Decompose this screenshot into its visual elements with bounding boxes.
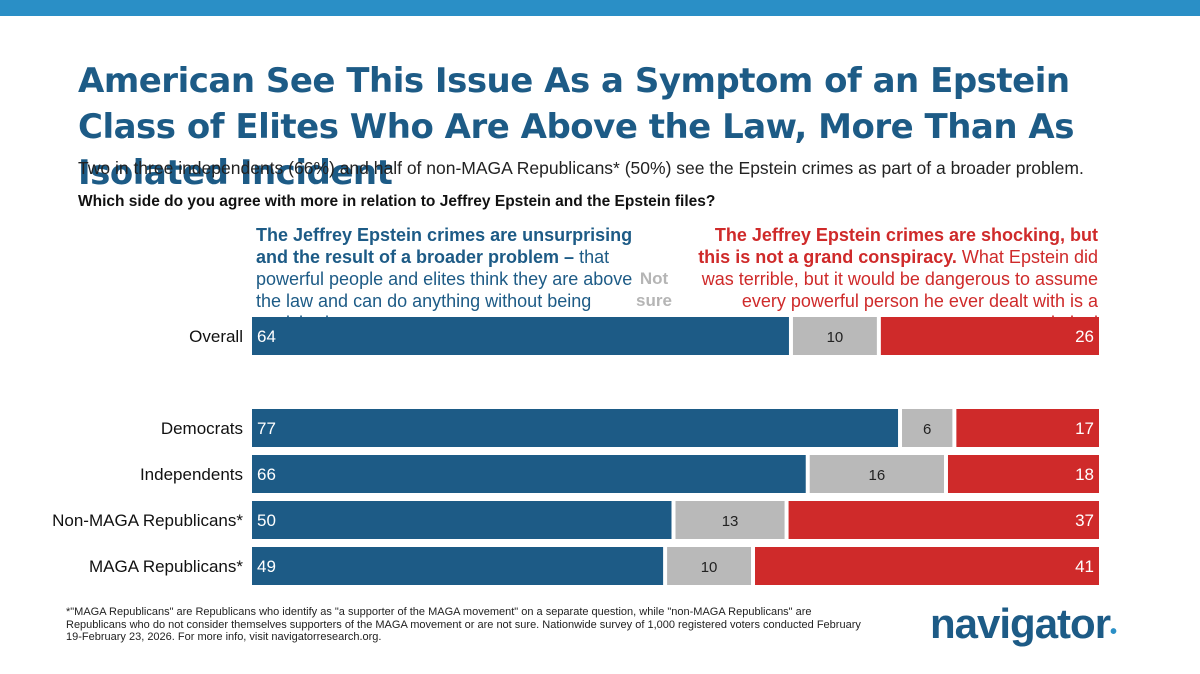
value-label-maga-republicans-series-1: 10 [701,559,718,576]
bar-democrats-series-1 [902,409,953,447]
value-label-independents-series-1: 16 [869,467,886,484]
bar-independents-series-2 [947,455,1099,493]
logo-text: navigator [930,600,1111,647]
bar-democrats-series-2 [956,409,1099,447]
top-accent-bar [0,0,1200,16]
category-label-independents: Independents [140,465,243,484]
chart-subtitle: Two in three independents (66%) and half… [78,158,1084,178]
value-label-independents-series-0: 66 [257,465,276,484]
value-label-independents-series-2: 18 [1075,465,1094,484]
value-label-non-maga-republicans-series-1: 13 [722,513,739,530]
value-label-overall-series-1: 10 [827,329,844,346]
value-label-maga-republicans-series-0: 49 [257,557,276,576]
bar-maga-republicans-series-2 [755,547,1099,585]
header-broader-problem-bold: The Jeffrey Epstein crimes are unsurpris… [256,225,633,267]
bar-democrats-series-0 [252,409,899,447]
category-label-overall: Overall [189,327,243,346]
value-label-maga-republicans-series-2: 41 [1075,557,1094,576]
bar-maga-republicans-series-1 [667,547,752,585]
value-label-democrats-series-1: 6 [923,421,931,438]
footnote: *"MAGA Republicans" are Republicans who … [66,606,861,643]
bar-non-maga-republicans-series-0 [252,501,672,539]
header-not-conspiracy-rest: What Epstein did was terrible, but it wo… [701,247,1098,333]
chart-title: American See This Issue As a Symptom of … [78,61,1074,193]
header-not-conspiracy: The Jeffrey Epstein crimes are shocking,… [680,224,1098,334]
value-label-democrats-series-0: 77 [257,419,276,438]
navigator-logo: navigator• [930,600,1117,648]
category-label-maga-republicans: MAGA Republicans* [89,557,243,576]
value-label-overall-series-2: 26 [1075,327,1094,346]
bar-independents-series-1 [809,455,944,493]
value-label-non-maga-republicans-series-2: 37 [1075,511,1094,530]
value-label-non-maga-republicans-series-0: 50 [257,511,276,530]
header-not-conspiracy-bold: The Jeffrey Epstein crimes are shocking,… [698,225,1098,267]
bar-overall-series-2 [880,317,1099,355]
survey-question: Which side do you agree with more in rel… [78,193,716,210]
bar-overall-series-1 [792,317,877,355]
bar-overall-series-0 [252,317,789,355]
bar-independents-series-0 [252,455,806,493]
bar-non-maga-republicans-series-2 [788,501,1099,539]
logo-dot: • [1110,621,1117,643]
bar-non-maga-republicans-series-1 [675,501,785,539]
bar-maga-republicans-series-0 [252,547,664,585]
category-label-non-maga-republicans: Non-MAGA Republicans* [52,511,243,530]
value-label-democrats-series-2: 17 [1075,419,1094,438]
category-label-democrats: Democrats [161,419,243,438]
value-label-overall-series-0: 64 [257,327,276,346]
header-not-sure: Not sure [636,269,672,310]
